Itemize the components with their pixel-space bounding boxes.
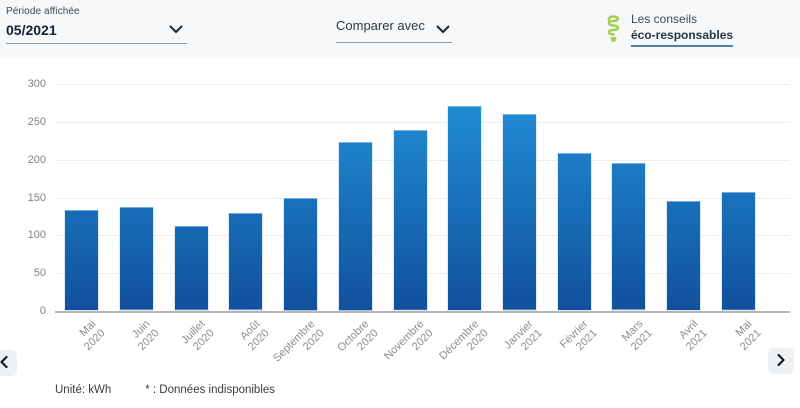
eco-tips-line2: éco-responsables [631, 27, 734, 47]
chevron-down-icon [169, 21, 183, 39]
bar-juin-2020[interactable] [118, 207, 154, 311]
y-axis-tick-label: 0 [39, 305, 46, 317]
chevron-right-icon [775, 353, 787, 370]
bar-aout-2020[interactable] [228, 213, 264, 311]
y-axis-tick-label: 50 [33, 267, 46, 280]
chart-footnotes: Unité: kWh * : Données indisponibles [55, 384, 309, 396]
period-select-value: 05/2021 [6, 22, 57, 38]
bar-mai-2020[interactable] [64, 209, 100, 311]
eco-tips-link[interactable]: Les conseils éco-responsables [604, 11, 734, 49]
gridline [55, 121, 790, 123]
gridline [55, 84, 790, 85]
y-axis-tick-label: 300 [27, 78, 46, 90]
compare-select[interactable]: Comparer avec [336, 15, 452, 43]
eco-tips-line1: Les conseils [631, 12, 698, 26]
y-axis-tick-label: 100 [27, 229, 46, 242]
bar-novembre-2020[interactable] [392, 130, 428, 311]
period-select-label: Période affichée [6, 6, 80, 17]
x-axis-line [55, 311, 790, 313]
y-axis-tick-label: 200 [27, 153, 46, 166]
y-axis-tick-label: 250 [27, 115, 46, 128]
bar-avril-2021[interactable] [666, 200, 702, 311]
bar-octobre-2020[interactable] [337, 141, 373, 311]
previous-period-button[interactable] [0, 350, 17, 376]
y-axis-tick-label: 150 [27, 191, 46, 204]
chevron-left-icon [0, 355, 10, 372]
bar-mars-2021[interactable] [611, 163, 647, 311]
bar-fevrier-2021[interactable] [556, 152, 592, 311]
bar-mai-2021[interactable] [720, 192, 756, 311]
bar-septembre-2020[interactable] [283, 197, 319, 311]
unit-note: Unité: kWh [55, 384, 112, 396]
chevron-down-icon [436, 21, 450, 39]
eco-lightbulb-icon [604, 11, 623, 49]
bar-janvier-2021[interactable] [501, 114, 537, 311]
compare-select-label: Comparer avec [336, 18, 425, 33]
toolbar-header: Période affichée 05/2021 Comparer avec L… [0, 0, 800, 58]
missing-data-note: * : Données indisponibles [145, 384, 276, 396]
next-period-button[interactable] [768, 348, 794, 374]
period-select[interactable]: Période affichée 05/2021 [6, 6, 187, 44]
bar-juillet-2020[interactable] [173, 226, 209, 311]
bar-decembre-2020[interactable] [447, 105, 483, 311]
